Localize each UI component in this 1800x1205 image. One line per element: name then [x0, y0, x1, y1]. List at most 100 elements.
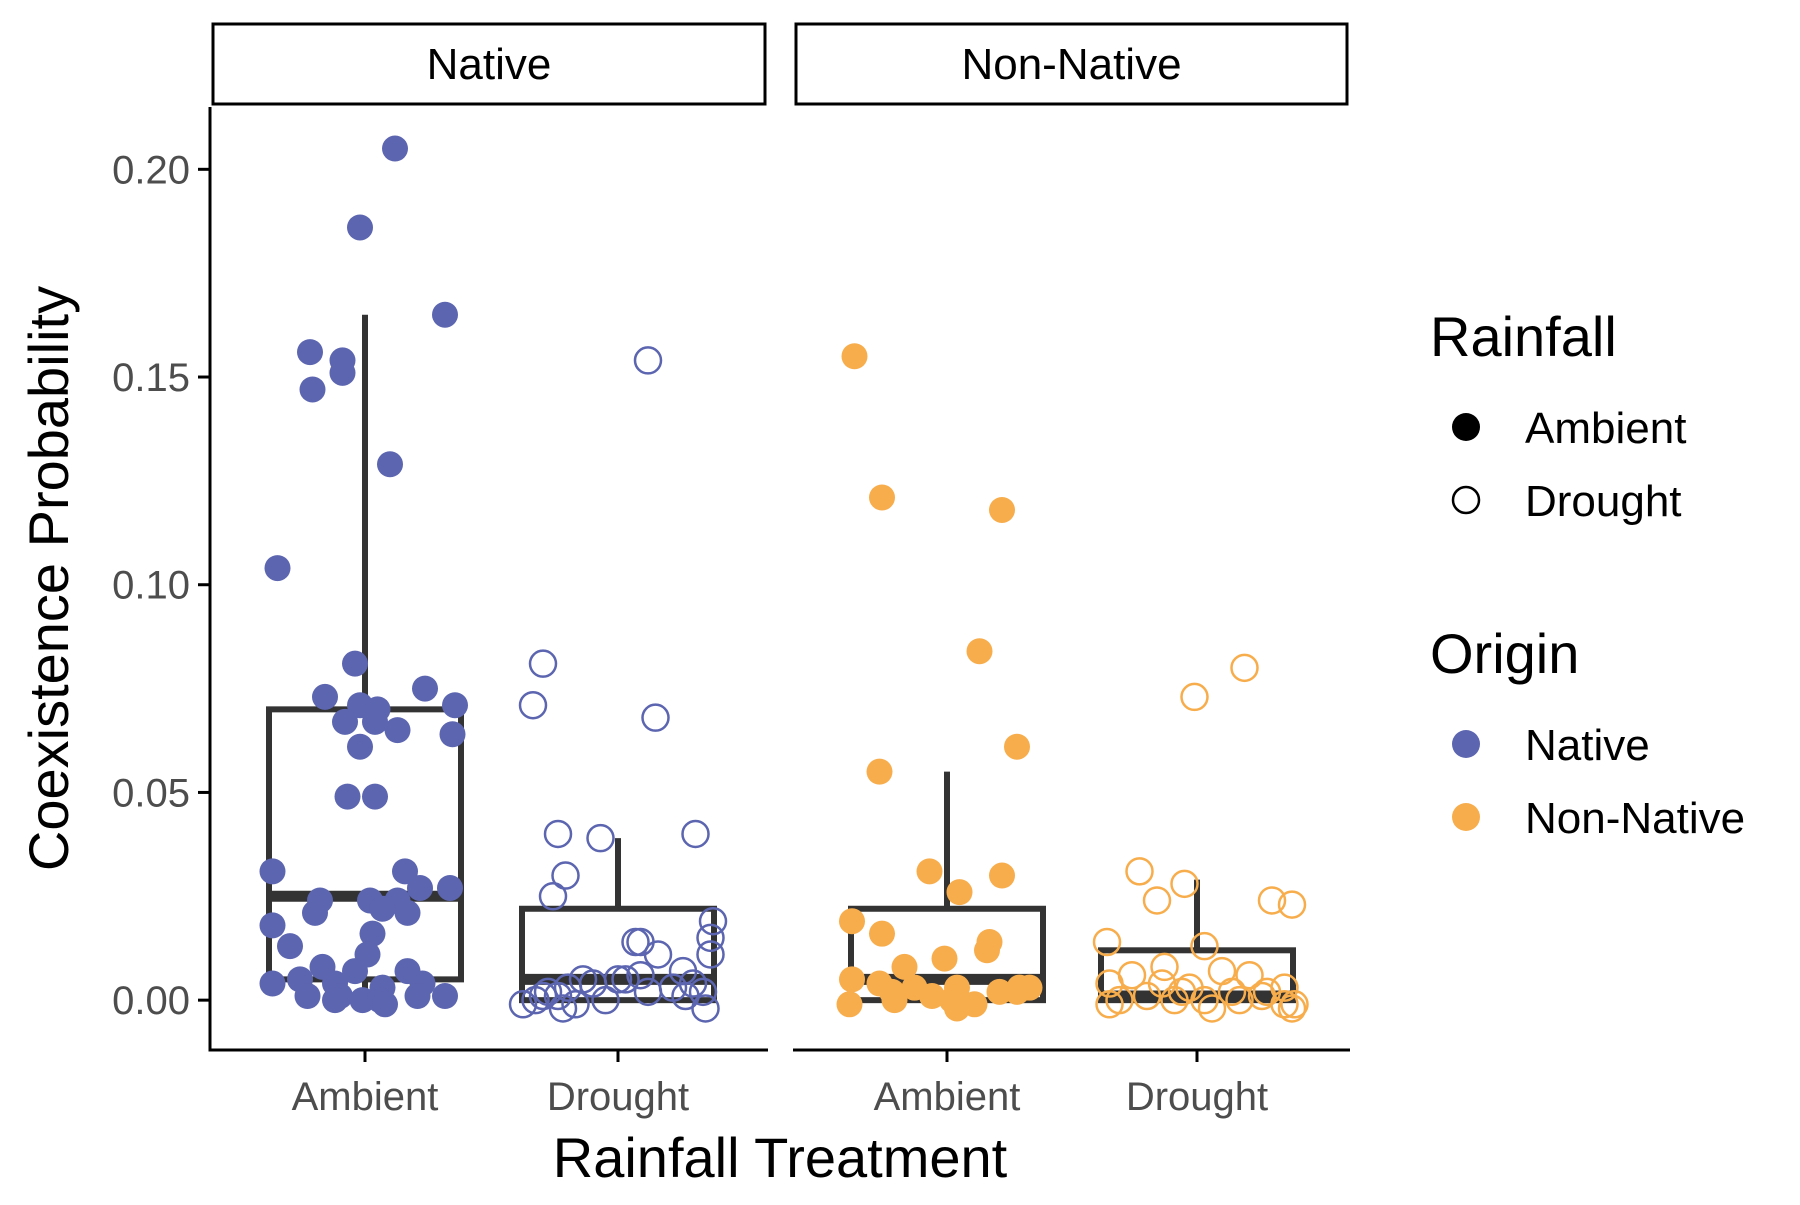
- y-tick-label: 0.00: [112, 979, 190, 1023]
- facet-strip-label: Native: [427, 40, 552, 89]
- data-point: [1190, 931, 1219, 961]
- data-point: [919, 982, 945, 1009]
- data-point: [439, 721, 466, 748]
- legend-item-label: Ambient: [1525, 404, 1686, 453]
- data-point: [839, 966, 865, 993]
- data-point: [931, 945, 958, 972]
- data-point: [671, 981, 700, 1011]
- data-point: [1160, 985, 1189, 1015]
- data-point: [259, 912, 286, 939]
- data-point: [641, 703, 670, 732]
- data-point: [442, 692, 468, 719]
- data-point: [1235, 960, 1264, 990]
- data-point: [626, 960, 655, 990]
- data-point: [297, 339, 323, 366]
- data-point: [586, 823, 615, 853]
- data-point: [879, 978, 905, 1005]
- data-point: [866, 758, 893, 785]
- data-point: [611, 965, 640, 994]
- data-point: [342, 958, 368, 985]
- data-point: [944, 995, 970, 1022]
- data-point: [332, 708, 358, 735]
- data-point: [1197, 994, 1227, 1023]
- data-point: [392, 858, 418, 885]
- data-point: [362, 783, 388, 810]
- legend-key: [1451, 485, 1481, 515]
- data-point: [437, 874, 463, 901]
- y-tick-label: 0.05: [112, 771, 190, 815]
- legend-item-label: Drought: [1525, 477, 1682, 526]
- data-point: [543, 819, 573, 849]
- data-point: [528, 981, 558, 1011]
- facet-panel: Native Ambient Drought: [208, 22, 768, 1119]
- data-point: [259, 970, 286, 997]
- data-point: [1142, 886, 1172, 915]
- data-point: [1280, 990, 1309, 1019]
- data-point: [342, 650, 368, 677]
- data-point: [1257, 886, 1287, 915]
- legend-key: [1452, 730, 1480, 758]
- data-point: [1125, 857, 1154, 886]
- data-point: [1092, 927, 1122, 957]
- data-point: [869, 484, 895, 511]
- data-point: [696, 940, 725, 969]
- data-point: [362, 708, 388, 735]
- data-point: [633, 977, 663, 1007]
- y-tick-label: 0.15: [112, 356, 190, 400]
- data-point: [407, 874, 433, 901]
- data-point: [869, 920, 895, 947]
- data-point: [294, 982, 321, 1009]
- data-point: [989, 862, 1015, 889]
- data-point: [347, 733, 373, 760]
- data-point: [277, 933, 303, 960]
- legend-item-label: Non-Native: [1525, 794, 1745, 843]
- data-point: [432, 301, 458, 328]
- data-point: [698, 906, 728, 936]
- x-tick-label: Drought: [1126, 1075, 1268, 1119]
- facet-strip: [794, 22, 1349, 106]
- data-point: [302, 899, 328, 926]
- data-point: [384, 717, 411, 744]
- data-point: [394, 899, 421, 926]
- data-point: [382, 135, 408, 162]
- data-point: [1150, 952, 1179, 982]
- data-point: [696, 923, 725, 953]
- data-point: [528, 649, 558, 678]
- facet-strip: [211, 22, 767, 106]
- data-point: [643, 940, 673, 969]
- legend-key: [1452, 803, 1480, 831]
- facet-strip-label: Non-Native: [961, 40, 1181, 89]
- data-point: [1217, 977, 1247, 1007]
- data-point: [369, 895, 396, 922]
- data-point: [1170, 869, 1199, 899]
- data-point: [1004, 733, 1030, 760]
- data-point: [1252, 977, 1282, 1007]
- y-axis-title: Coexistence Probability: [17, 286, 80, 871]
- data-point: [359, 920, 386, 947]
- data-point: [561, 990, 590, 1019]
- data-point: [1277, 890, 1307, 919]
- facet-panel: Non-Native Ambient Drought: [793, 22, 1350, 1119]
- data-point: [347, 214, 373, 241]
- data-point: [1132, 981, 1162, 1011]
- data-point: [1225, 985, 1254, 1015]
- data-point: [836, 991, 863, 1018]
- data-point: [322, 987, 348, 1014]
- data-point: [372, 991, 398, 1018]
- data-point: [259, 858, 286, 885]
- data-point: [1167, 977, 1197, 1007]
- legend-key: [1452, 413, 1480, 441]
- data-point: [946, 879, 973, 906]
- y-tick-label: 0.10: [112, 564, 190, 608]
- data-point: [377, 451, 403, 478]
- data-point: [841, 343, 868, 370]
- data-point: [688, 977, 718, 1007]
- legend-title: Rainfall: [1430, 305, 1617, 368]
- data-point: [329, 359, 356, 386]
- data-point: [538, 882, 568, 911]
- data-point: [891, 953, 918, 980]
- data-point: [1277, 994, 1307, 1023]
- data-point: [551, 861, 580, 890]
